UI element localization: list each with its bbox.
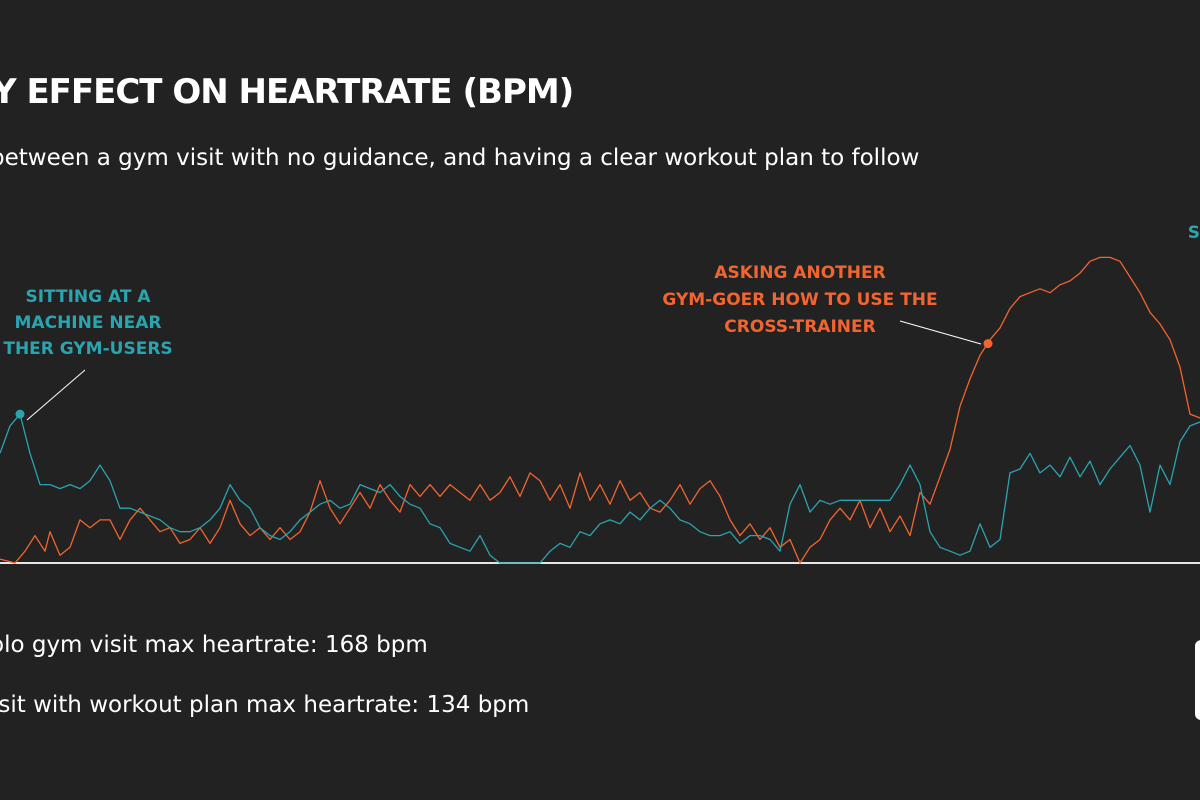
annotation-label-line: S	[1188, 223, 1200, 243]
annotation-leader-line	[26, 369, 86, 421]
series-lines	[0, 256, 1200, 564]
annotation-3: S	[1188, 223, 1200, 243]
annotation-label-line: SITTING AT A	[25, 287, 151, 307]
annotation-label-line: CROSS-TRAINER	[724, 317, 875, 337]
annotation-2: ASKING ANOTHER GYM-GOER HOW TO USE THE CRO…	[662, 263, 993, 349]
series-line-workout-plan	[0, 413, 1200, 564]
annotation-marker	[15, 409, 25, 419]
solo-visit-max-stat: olo gym visit max heartrate: 168 bpm	[0, 632, 428, 658]
annotation-label-line: MACHINE NEAR	[15, 313, 162, 333]
annotation-leader-line	[899, 320, 982, 345]
series-line-solo-visit	[0, 256, 1200, 564]
annotation-1: SITTING AT A MACHINE NEAR THER GYM-USERS	[3, 287, 173, 421]
edge-decoration	[1195, 640, 1200, 720]
annotation-label-line: GYM-GOER HOW TO USE THE	[662, 290, 937, 310]
chart-subtitle: between a gym visit with no guidance, an…	[0, 145, 920, 171]
plan-visit-max-stat: isit with workout plan max heartrate: 13…	[0, 692, 530, 718]
annotation-label-line: ASKING ANOTHER	[714, 263, 885, 283]
annotation-label-line: THER GYM-USERS	[3, 339, 172, 359]
chart-title: Y EFFECT ON HEARTRATE (BPM)	[0, 72, 574, 112]
annotation-marker	[983, 339, 993, 349]
